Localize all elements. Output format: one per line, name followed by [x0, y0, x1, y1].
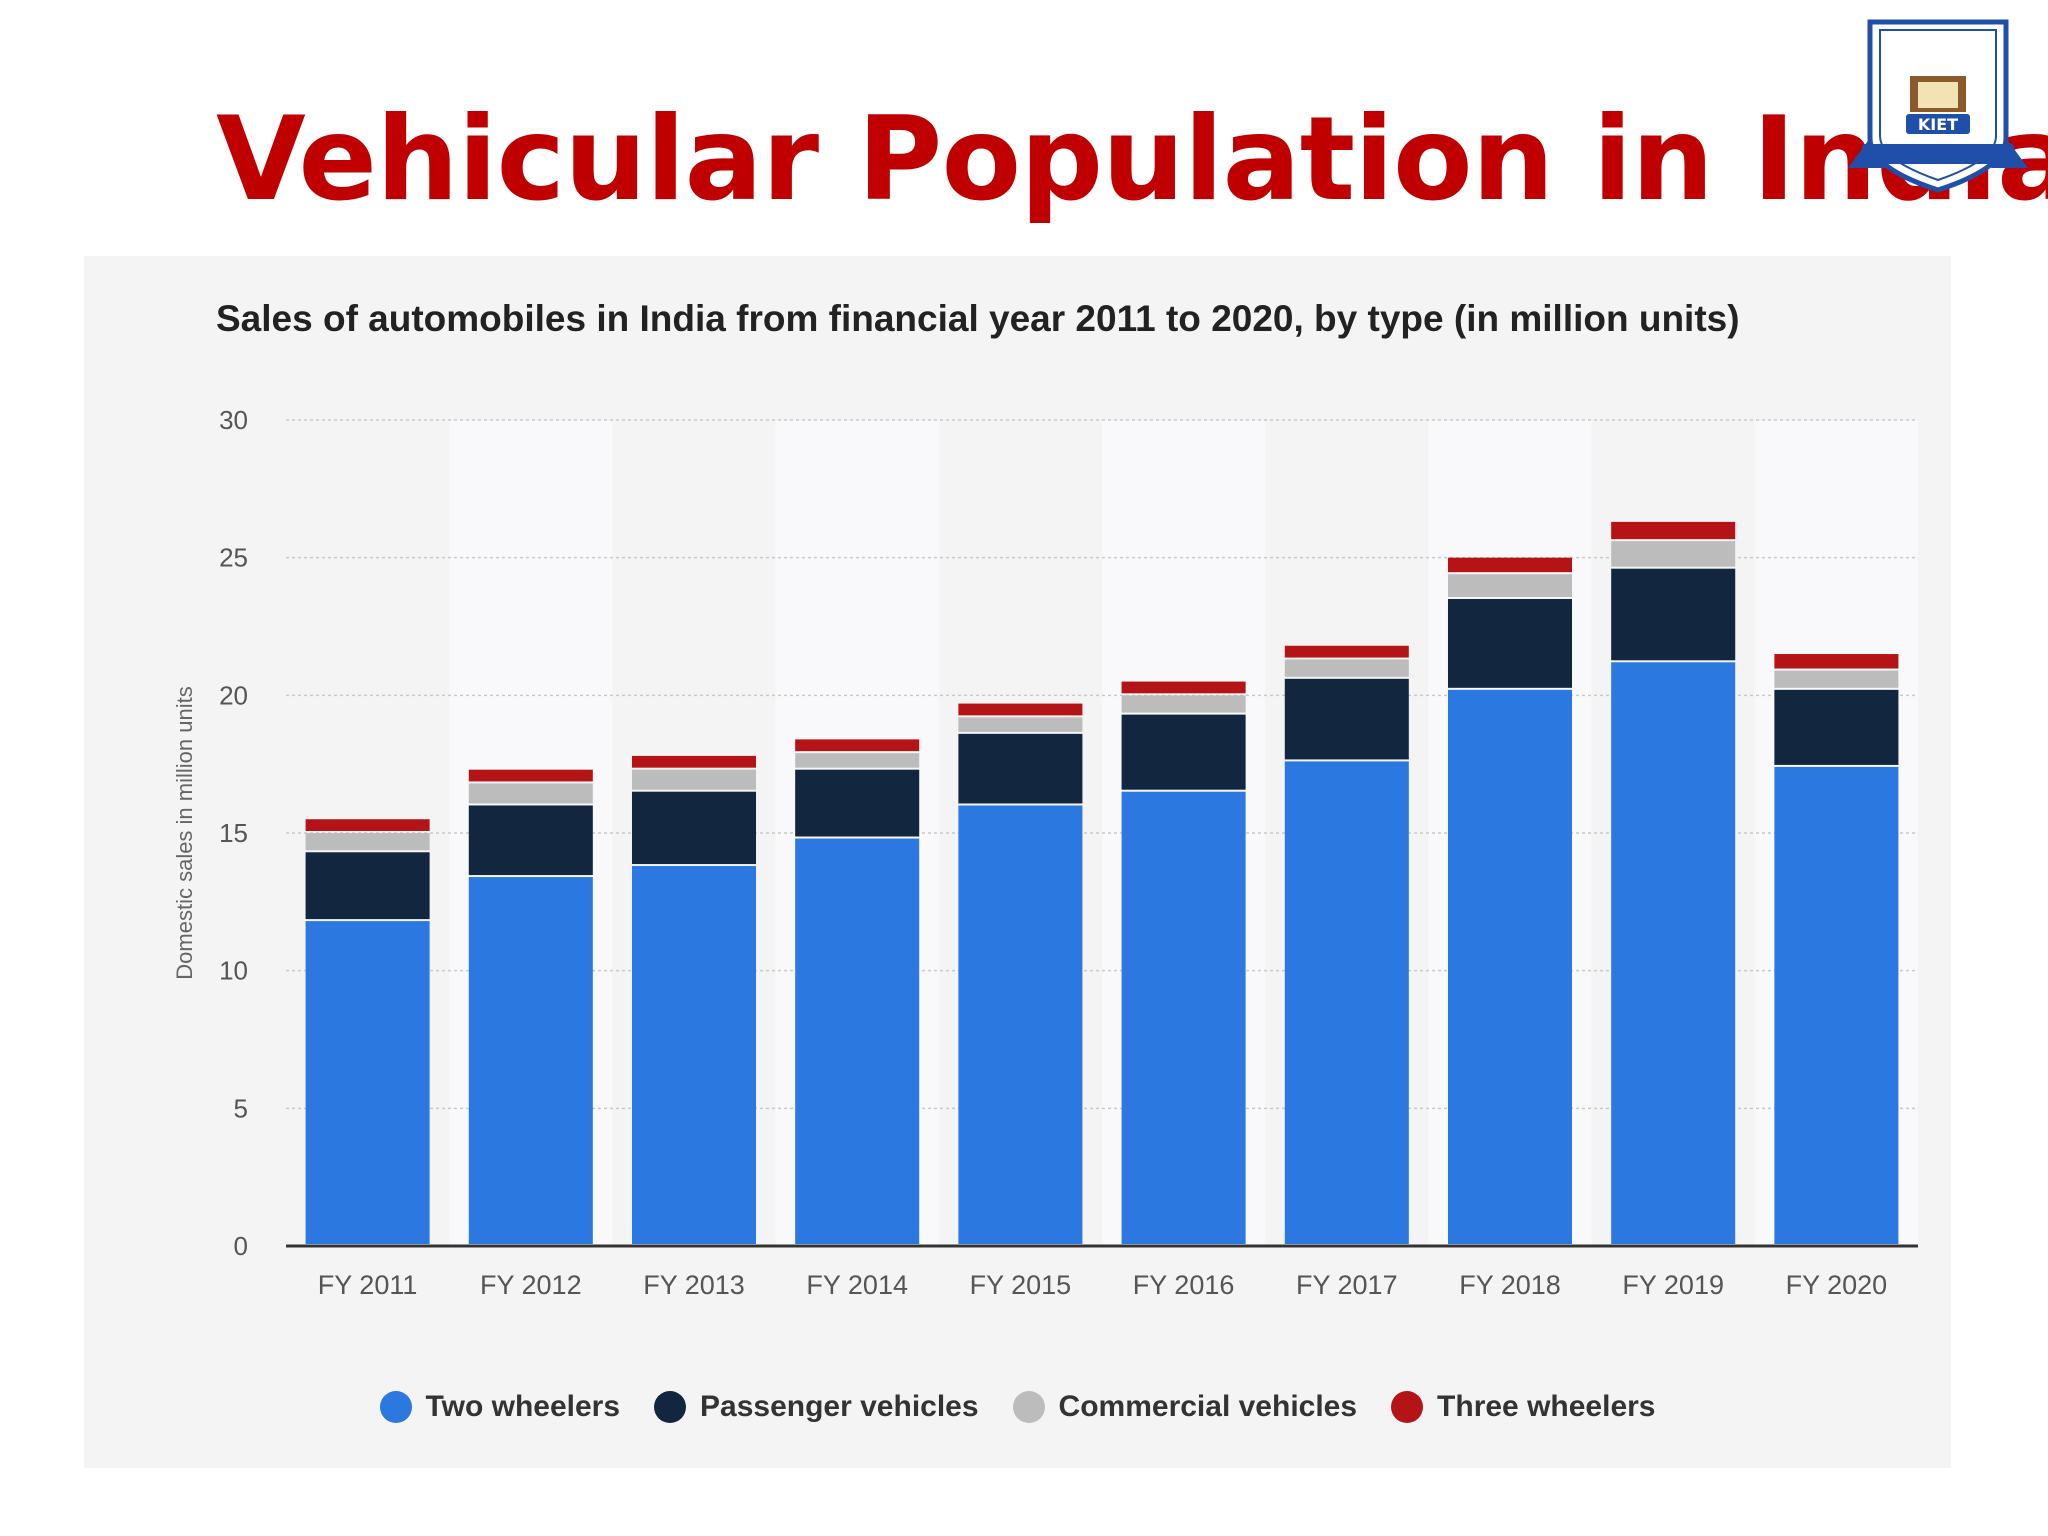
bar-segment: [795, 753, 920, 768]
bar-segment: [1774, 670, 1899, 688]
legend-label: Passenger vehicles: [700, 1390, 979, 1423]
slide-title: Vehicular Population in India: [216, 92, 2048, 227]
kiet-crest-icon: KIET: [1848, 19, 2028, 193]
bar-segment: [1611, 521, 1736, 540]
x-tick-label: FY 2011: [318, 1270, 418, 1300]
bar-segment: [1611, 568, 1736, 661]
legend-item-three-wheelers[interactable]: Three wheelers: [1391, 1390, 1655, 1424]
bar-segment: [795, 769, 920, 837]
y-tick-label: 0: [234, 1231, 248, 1261]
bar-segment: [1774, 689, 1899, 765]
bar-segment: [631, 791, 757, 865]
bar-segment: [1774, 654, 1899, 669]
x-tick-label: FY 2013: [643, 1270, 745, 1300]
bar-segment: [468, 783, 593, 804]
bar-segment: [1447, 574, 1573, 597]
bar-segment: [468, 769, 593, 782]
bar-segment: [1774, 766, 1899, 1244]
y-tick-label: 10: [219, 956, 248, 986]
bar-segment: [1284, 659, 1409, 677]
legend-item-passenger-vehicles[interactable]: Passenger vehicles: [654, 1390, 979, 1424]
bar-segment: [958, 805, 1083, 1244]
bar-segment: [305, 833, 430, 851]
bar-segment: [305, 819, 430, 831]
bar-segment: [468, 877, 593, 1244]
x-tick-label: FY 2016: [1133, 1270, 1235, 1300]
bar-segment: [958, 717, 1083, 732]
legend-swatch: [1012, 1391, 1045, 1423]
bar-segment: [1284, 678, 1409, 760]
bar-segment: [631, 866, 757, 1244]
legend-swatch: [654, 1391, 687, 1423]
y-tick-label: 25: [219, 543, 248, 573]
x-tick-label: FY 2019: [1622, 1270, 1724, 1300]
chart-title: Sales of automobiles in India from finan…: [216, 298, 1740, 339]
bar-segment: [1611, 541, 1736, 567]
x-tick-label: FY 2015: [970, 1270, 1072, 1300]
bar-segment: [1121, 714, 1246, 790]
bar-segment: [631, 769, 757, 790]
legend-item-two-wheelers[interactable]: Two wheelers: [379, 1390, 621, 1424]
legend-label: Three wheelers: [1437, 1390, 1656, 1423]
bar-segment: [1447, 689, 1573, 1244]
legend-item-commercial-vehicles[interactable]: Commercial vehicles: [1012, 1390, 1358, 1424]
bar-segment: [958, 733, 1083, 804]
legend-label: Commercial vehicles: [1058, 1390, 1358, 1423]
bar-segment: [1121, 791, 1246, 1244]
bar-segment: [1447, 598, 1573, 688]
bar-segment: [1121, 681, 1246, 694]
legend-swatch: [379, 1391, 412, 1423]
x-tick-label: FY 2020: [1786, 1270, 1888, 1300]
bar-segment: [1611, 662, 1736, 1244]
y-axis-label: Domestic sales in million units: [172, 686, 197, 979]
x-tick-label: FY 2014: [806, 1270, 908, 1300]
bar-segment: [305, 852, 430, 920]
chart-legend: Two wheelers Passenger vehicles Commerci…: [84, 1390, 1951, 1424]
x-tick-label: FY 2017: [1296, 1270, 1398, 1300]
x-tick-label: FY 2018: [1459, 1270, 1561, 1300]
bar-segment: [305, 921, 430, 1244]
y-tick-label: 20: [219, 680, 248, 710]
y-tick-label: 5: [234, 1093, 248, 1123]
y-tick-label: 15: [219, 818, 248, 848]
legend-swatch: [1391, 1391, 1424, 1423]
bar-segment: [958, 703, 1083, 716]
bar-segment: [468, 805, 593, 876]
bar-segment: [1284, 645, 1409, 658]
bar-segment: [631, 755, 757, 768]
bar-segment: [795, 838, 920, 1244]
bar-segment: [1121, 695, 1246, 713]
y-tick-label: 30: [219, 405, 248, 435]
bar-segment: [795, 739, 920, 752]
bar-segment: [1447, 557, 1573, 573]
x-tick-label: FY 2012: [480, 1270, 582, 1300]
legend-label: Two wheelers: [425, 1390, 621, 1423]
svg-text:KIET: KIET: [1918, 115, 1958, 134]
bar-segment: [1284, 761, 1409, 1244]
